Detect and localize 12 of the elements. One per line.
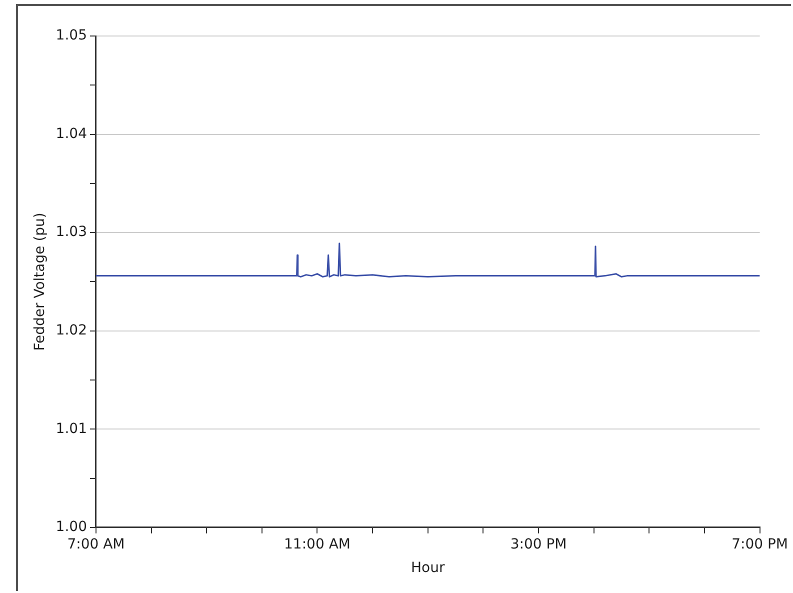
y-tick-label: 1.01 (56, 420, 87, 437)
x-tick-label: 7:00 PM (732, 536, 788, 552)
x-tick-label: 3:00 PM (510, 536, 567, 552)
x-tick-label: 11:00 AM (284, 536, 350, 552)
y-tick-label: 1.05 (56, 28, 87, 44)
y-tick-label: 1.03 (56, 224, 87, 240)
y-tick-label: 1.00 (56, 519, 87, 536)
x-axis-title: Hour (411, 560, 445, 576)
y-axis-title: Fedder Voltage (pu) (32, 212, 48, 351)
y-tick-label: 1.02 (56, 322, 87, 338)
y-tick-label: 1.04 (56, 126, 88, 142)
x-tick-label: 7:00 AM (67, 536, 125, 552)
